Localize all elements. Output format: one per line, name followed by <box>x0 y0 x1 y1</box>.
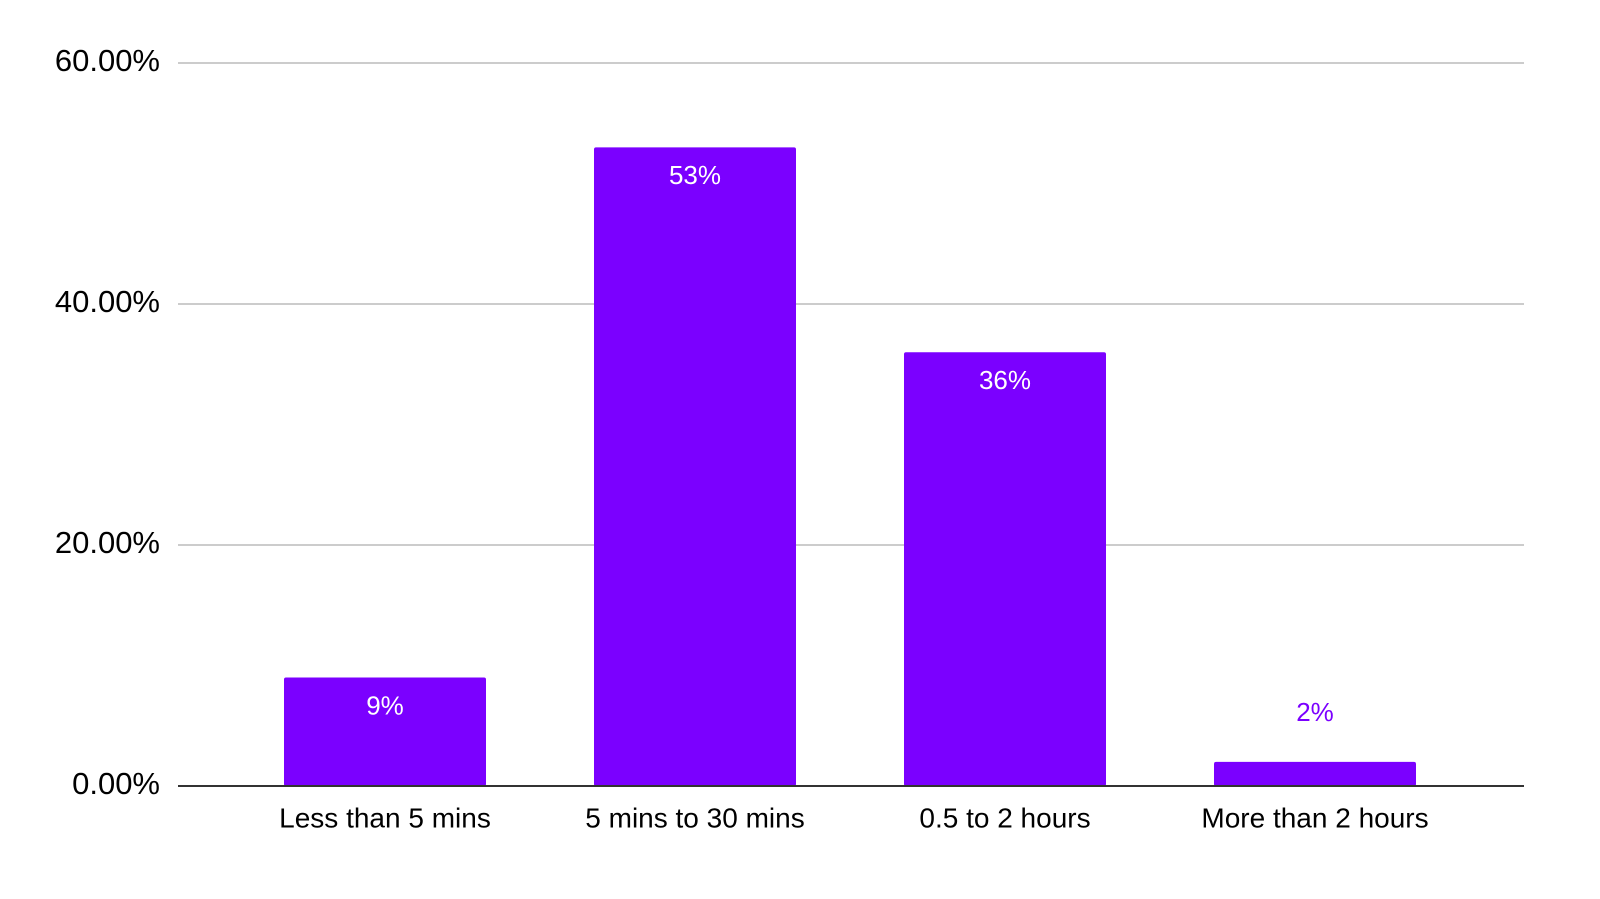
y-tick-label: 0.00% <box>72 766 160 801</box>
data-label: 53% <box>669 160 721 190</box>
y-tick-label: 40.00% <box>55 284 160 319</box>
x-tick-label: Less than 5 mins <box>279 802 491 833</box>
y-tick-label: 60.00% <box>55 43 160 78</box>
y-tick-label: 20.00% <box>55 525 160 560</box>
data-label: 36% <box>979 365 1031 395</box>
bar <box>904 352 1106 786</box>
bar <box>284 677 486 786</box>
data-label: 2% <box>1296 697 1334 727</box>
x-tick-label: 5 mins to 30 mins <box>585 802 804 833</box>
bar <box>1214 761 1416 786</box>
bar <box>594 147 796 787</box>
x-tick-label: 0.5 to 2 hours <box>919 802 1090 833</box>
data-label: 9% <box>366 690 404 720</box>
x-tick-label: More than 2 hours <box>1201 802 1428 833</box>
